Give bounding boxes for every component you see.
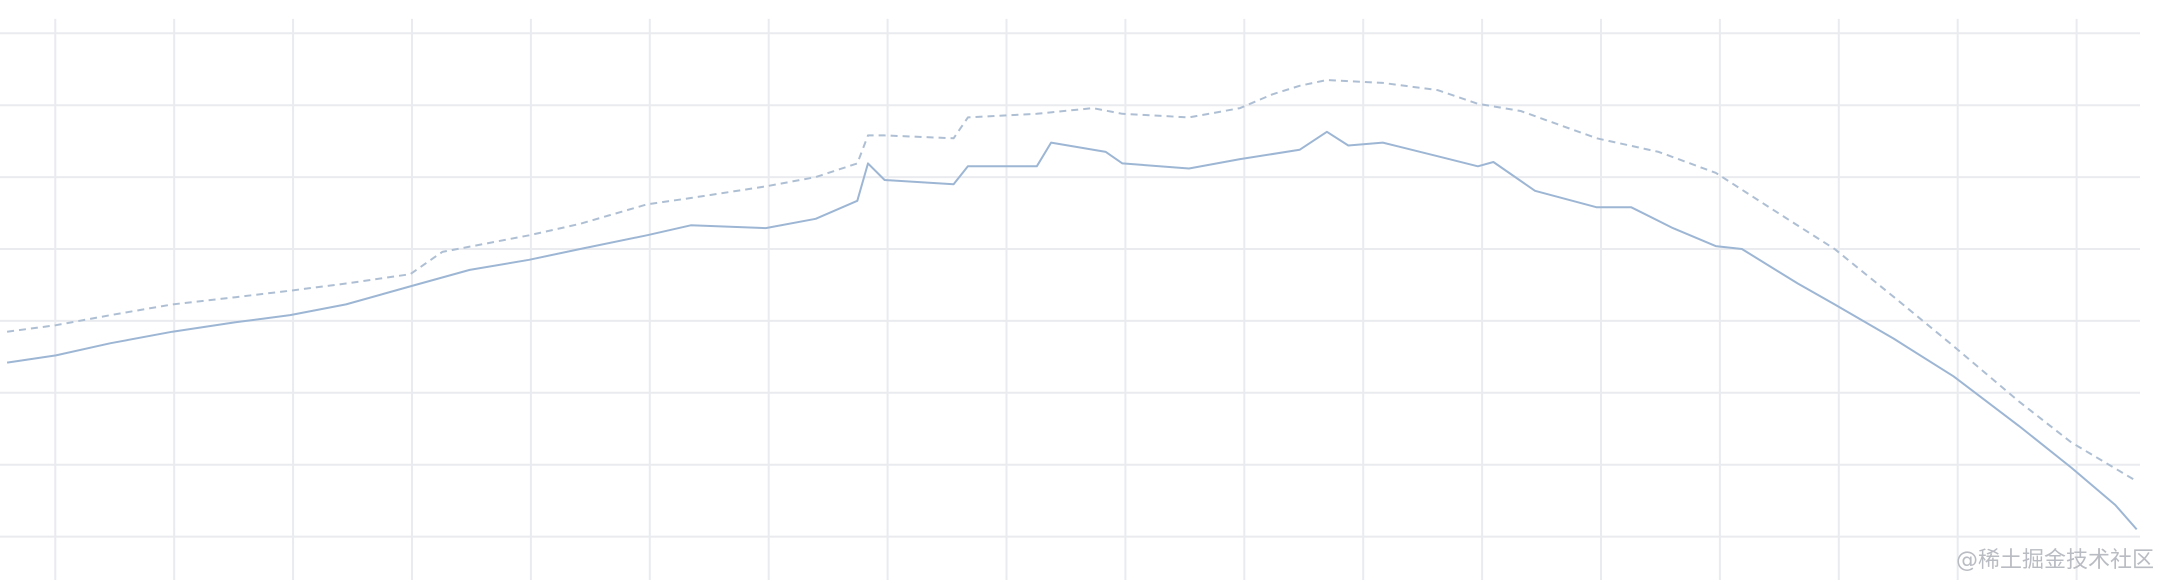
series-line-solid <box>6 130 2138 531</box>
grid <box>0 18 2140 580</box>
watermark: @稀土掘金技术社区 <box>1955 548 2154 573</box>
series-line-dashed <box>6 79 2138 483</box>
series-lines <box>6 79 2138 531</box>
